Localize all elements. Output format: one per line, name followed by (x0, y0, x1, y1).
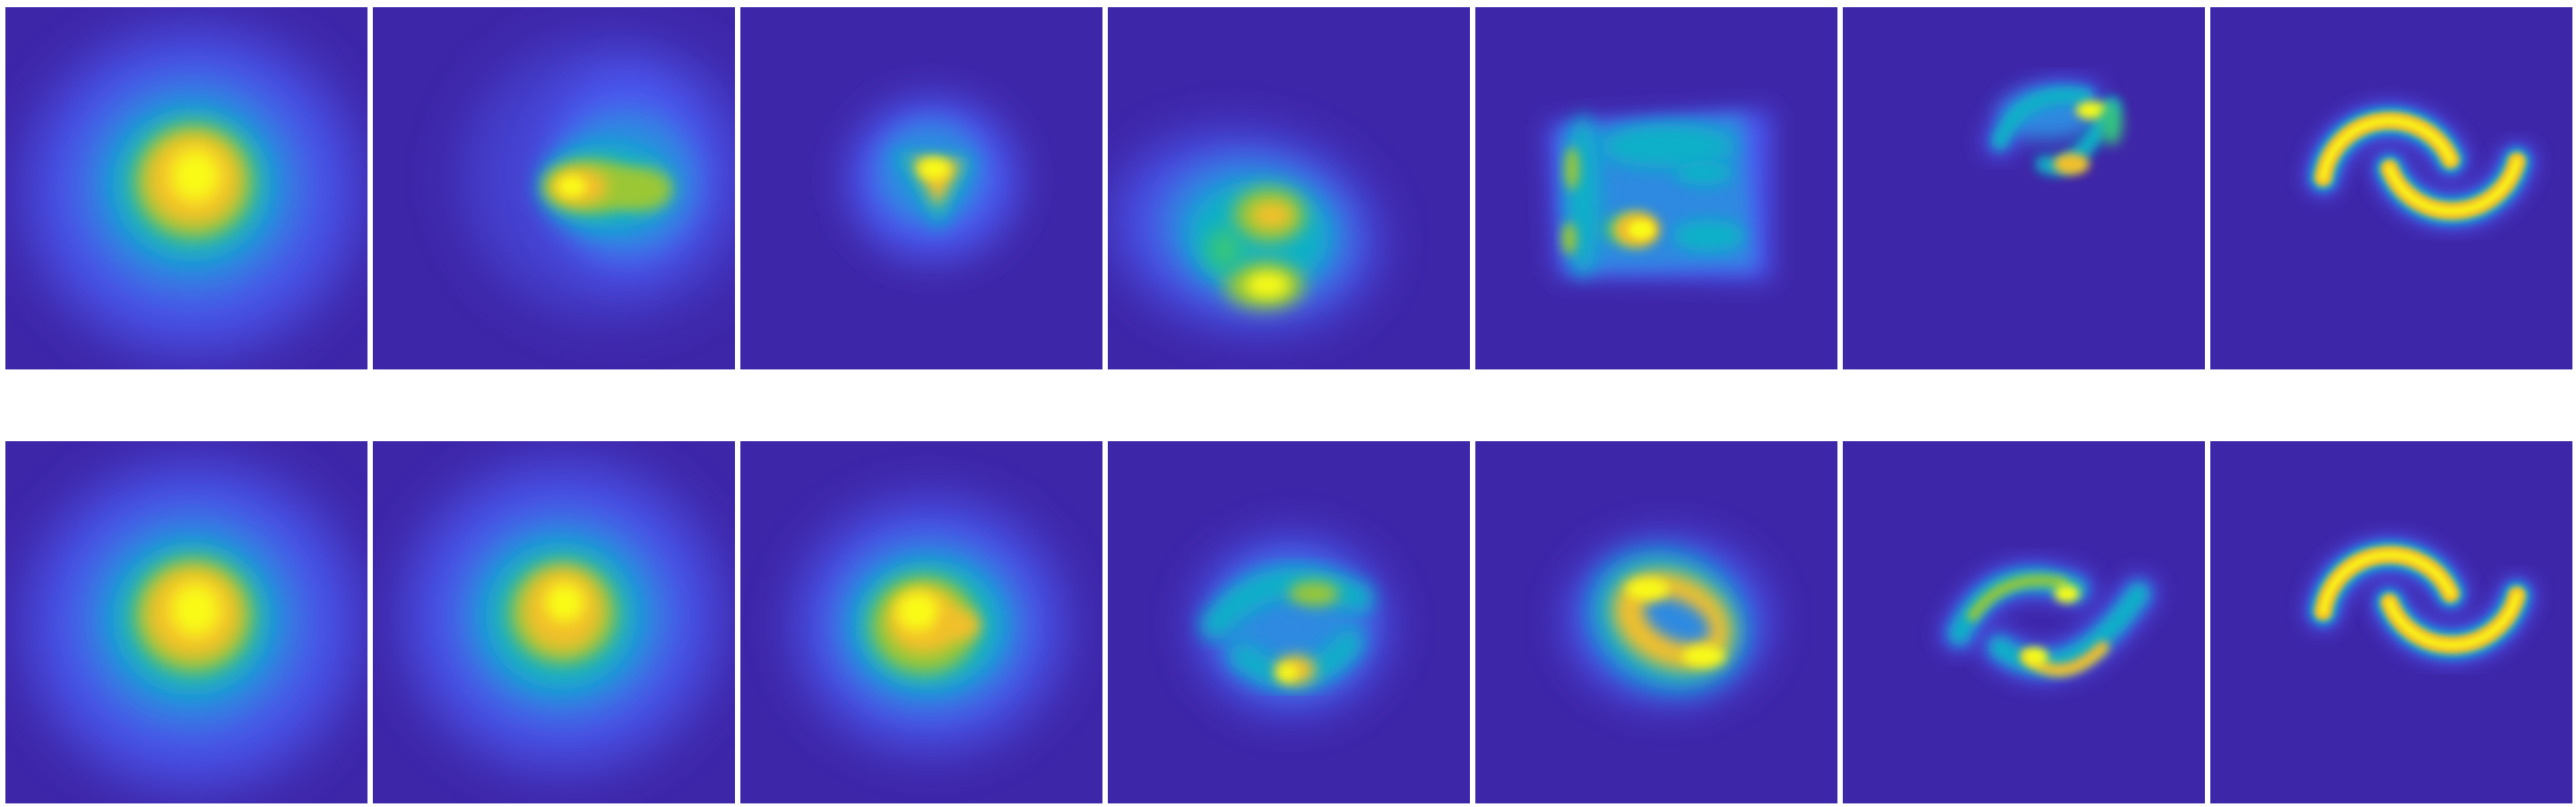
density-heatmap-two-moons (2210, 7, 2572, 369)
panel-r1-c2 (373, 7, 735, 369)
panel-r2-c5 (1475, 441, 1837, 803)
panel-r2-c1 (5, 441, 367, 803)
panel-r1-c3 (740, 7, 1102, 369)
panel-r1-c7 (2210, 7, 2572, 369)
panel-r1-c1 (5, 7, 367, 369)
density-heatmap-broad-diffuse-blob (5, 441, 367, 803)
density-heatmap-ring-blob (1475, 441, 1837, 803)
panel-r2-c7 (2210, 441, 2572, 803)
panel-r2-c3 (740, 441, 1102, 803)
density-heatmap-lobed-blob-lower-left (1108, 7, 1470, 369)
density-heatmap-s-shaped-crescents (1843, 441, 2205, 803)
panel-r1-c6 (1843, 7, 2205, 369)
panel-r1-c4 (1108, 7, 1470, 369)
density-heatmap-irregular-blob (740, 441, 1102, 803)
panel-r2-c4 (1108, 441, 1470, 803)
panel-r2-c2 (373, 441, 735, 803)
density-heatmap-crescent-forming-blob (1108, 441, 1470, 803)
density-heatmap-horizontal-streak-blob (373, 7, 735, 369)
density-heatmap-small-triangular-blob (740, 7, 1102, 369)
density-heatmap-diffuse-blob (373, 441, 735, 803)
density-heatmap-broad-diffuse-blob (5, 7, 367, 369)
density-heatmap-small-s-fragments (1843, 7, 2205, 369)
panel-r1-c5 (1475, 7, 1837, 369)
density-heatmap-rectangular-speckled-blob (1475, 7, 1837, 369)
density-heatmap-two-moons (2210, 441, 2572, 803)
panel-r2-c6 (1843, 441, 2205, 803)
